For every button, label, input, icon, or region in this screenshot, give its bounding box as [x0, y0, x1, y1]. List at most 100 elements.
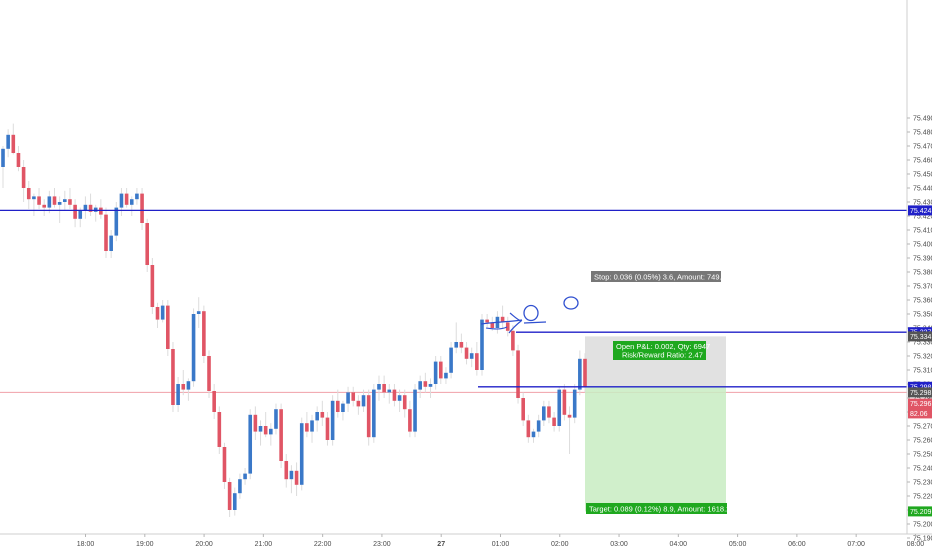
price-tag-bg: [908, 381, 932, 392]
candle-down: [382, 384, 386, 393]
candle-down: [181, 384, 186, 390]
candle-down: [366, 395, 371, 438]
time-tick-label: 06:00: [788, 541, 806, 548]
candle-up: [361, 395, 366, 407]
time-tick-label: 02:00: [551, 541, 569, 548]
time-tick-label: 23:00: [373, 541, 391, 548]
price-tick-label: 75.430: [913, 200, 932, 207]
candle-down: [500, 316, 505, 323]
candle-up: [341, 403, 345, 412]
candle-up: [444, 372, 448, 379]
candle-down: [392, 389, 397, 401]
candle-down: [485, 319, 489, 323]
candle-up: [57, 202, 62, 205]
candle-down: [552, 417, 556, 426]
candle-down: [294, 470, 299, 485]
candle-down: [279, 409, 283, 461]
candle-up: [536, 420, 541, 432]
candle-up: [289, 470, 294, 480]
candle-down: [253, 414, 258, 432]
candle-up: [93, 207, 98, 212]
candle-down: [104, 214, 108, 251]
candle-down: [52, 196, 57, 205]
time-axis[interactable]: 18:00 19:00 20:00 21:00 22:00 23:00 27 01:00 02:…: [0, 533, 932, 548]
candle-up: [114, 207, 119, 236]
price-tag-bg: [908, 398, 932, 409]
hand-drawings[interactable]: [480, 296, 579, 334]
time-tick-label: 22:00: [314, 541, 332, 548]
price-tick-label: 75.350: [913, 312, 932, 319]
candle-up: [397, 395, 402, 401]
candle-up: [6, 134, 10, 149]
horizontal-lines[interactable]: [0, 209, 907, 388]
candle-up: [47, 196, 52, 208]
candle-up: [109, 235, 113, 251]
candle-down: [145, 223, 150, 265]
price-tick-label: 75.270: [913, 424, 932, 431]
price-tick-label: 75.370: [913, 284, 932, 291]
price-tick-label: 75.420: [913, 214, 932, 221]
candle-down: [150, 265, 155, 307]
candle-up: [63, 199, 67, 202]
time-tick-label: 21:00: [255, 541, 273, 548]
candle-up: [135, 193, 139, 200]
candle-down: [284, 461, 289, 480]
candle-up: [186, 381, 191, 390]
candle-up: [83, 204, 88, 211]
price-tag-label: 75.296: [910, 401, 932, 408]
candle-down: [227, 482, 232, 510]
candle-down: [73, 204, 77, 219]
price-tick-label: 75.310: [913, 368, 932, 375]
candle-up: [78, 210, 83, 219]
candle-down: [335, 400, 340, 412]
price-tag-label: 82.06: [910, 411, 928, 418]
candle-down: [305, 423, 309, 432]
candle-up: [572, 389, 577, 418]
stop-label-bg: [591, 271, 721, 282]
price-tick-label: 75.480: [913, 130, 932, 137]
price-tick-label: 75.380: [913, 270, 932, 277]
candle-up: [346, 392, 350, 404]
candle-up: [310, 420, 314, 432]
candle-up: [377, 384, 381, 390]
candle-down: [423, 381, 428, 387]
candle-down: [202, 311, 206, 356]
candle-down: [68, 199, 72, 205]
candle-up: [372, 389, 376, 438]
candle-down: [171, 349, 175, 405]
candle-down: [505, 322, 510, 331]
drawing-line: [523, 321, 547, 324]
price-tick-label: 75.320: [913, 354, 932, 361]
candle-down: [37, 196, 41, 205]
candle-down: [438, 361, 443, 379]
candle-down: [99, 207, 103, 215]
drawing-arrow-head: [508, 312, 523, 334]
candle-up: [541, 406, 546, 421]
price-tick-label: 75.250: [913, 452, 932, 459]
price-tags: 75.42475.33775.33475.29875.29875.29682.0…: [908, 205, 932, 517]
candle-down: [11, 134, 16, 153]
candle-down: [26, 188, 31, 200]
candle-up: [258, 426, 263, 432]
drawing-hook: [485, 326, 508, 330]
candle-up: [578, 358, 582, 390]
candle-up: [176, 384, 180, 405]
price-tick-label: 75.190: [913, 536, 932, 543]
candle-down: [562, 389, 567, 415]
drawing-arrow-line: [480, 319, 523, 325]
candle-up: [469, 353, 474, 359]
candle-down: [207, 356, 211, 391]
price-tick-label: 75.230: [913, 480, 932, 487]
time-tick-label: 18:00: [77, 541, 95, 548]
candle-up: [248, 414, 253, 474]
price-tick-label: 75.490: [913, 116, 932, 123]
candle-up: [480, 319, 484, 370]
candle-down: [526, 420, 531, 438]
candle-up: [32, 196, 36, 200]
candle-up: [531, 431, 536, 438]
time-tick-label: 07:00: [847, 541, 865, 548]
price-tick-label: 75.440: [913, 186, 932, 193]
candle-down: [166, 305, 170, 349]
